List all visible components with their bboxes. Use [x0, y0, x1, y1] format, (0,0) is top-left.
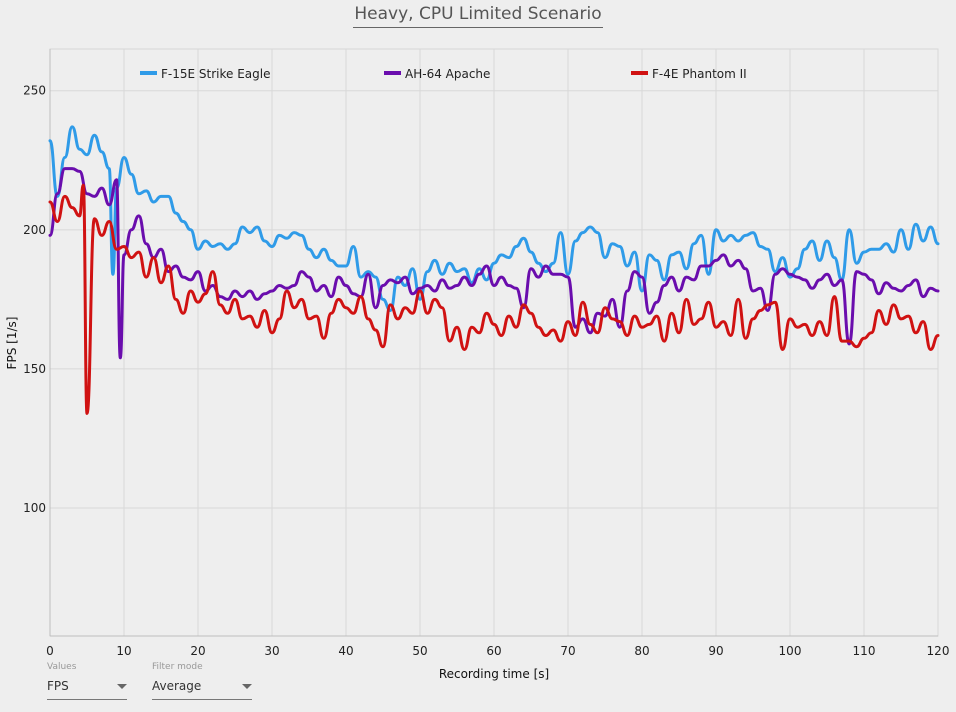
legend: F-15E Strike Eagle AH-64 Apache F-4E Phant… [140, 67, 747, 81]
y-tick-label: 150 [23, 362, 46, 376]
chart-title: Heavy, CPU Limited Scenario [0, 4, 956, 28]
chart-title-text: Heavy, CPU Limited Scenario [353, 4, 603, 28]
chevron-down-icon [117, 684, 127, 689]
x-tick-label: 40 [338, 644, 353, 658]
series-line-f-4e-phantom-ii [48, 183, 940, 415]
legend-swatch [631, 71, 648, 75]
legend-entry-label: AH-64 Apache [405, 67, 490, 81]
x-tick-label: 20 [190, 644, 205, 658]
grid [49, 48, 939, 637]
x-tick-label: 70 [560, 644, 575, 658]
x-tick-label: 110 [853, 644, 876, 658]
x-tick-label: 30 [264, 644, 279, 658]
values-dropdown-label: Values [47, 662, 77, 672]
filter-mode-dropdown-label: Filter mode [152, 662, 203, 672]
chevron-down-icon [242, 684, 252, 689]
x-tick-label: 100 [779, 644, 802, 658]
x-axis-label: Recording time [s] [439, 667, 549, 681]
y-tick-label: 250 [23, 84, 46, 98]
values-dropdown-select[interactable]: FPS [47, 678, 127, 700]
legend-entry-label: F-15E Strike Eagle [161, 67, 270, 81]
filter-mode-dropdown-select[interactable]: Average [152, 678, 252, 700]
x-tick-label: 0 [46, 644, 54, 658]
legend-entry-label: F-4E Phantom II [652, 67, 747, 81]
x-tick-label: 120 [927, 644, 950, 658]
values-dropdown-value: FPS [47, 679, 69, 693]
filter-mode-dropdown-value: Average [152, 679, 202, 693]
x-tick-label: 90 [708, 644, 723, 658]
series-group [48, 125, 940, 415]
x-tick-label: 50 [412, 644, 427, 658]
filter-mode-dropdown[interactable]: Filter mode Average [152, 662, 252, 700]
axes: 0 10 20 30 40 50 60 70 80 90 100 110 120 100 150 200 250 [23, 49, 949, 658]
y-axis-label: FPS [1/s] [5, 317, 19, 370]
legend-swatch [384, 71, 401, 75]
y-tick-label: 100 [23, 501, 46, 515]
x-tick-label: 10 [116, 644, 131, 658]
legend-swatch [140, 71, 157, 75]
values-dropdown[interactable]: Values FPS [47, 662, 127, 700]
series-line-ah-64-apache [48, 167, 940, 360]
y-tick-label: 200 [23, 223, 46, 237]
x-tick-label: 80 [634, 644, 649, 658]
x-tick-label: 60 [486, 644, 501, 658]
